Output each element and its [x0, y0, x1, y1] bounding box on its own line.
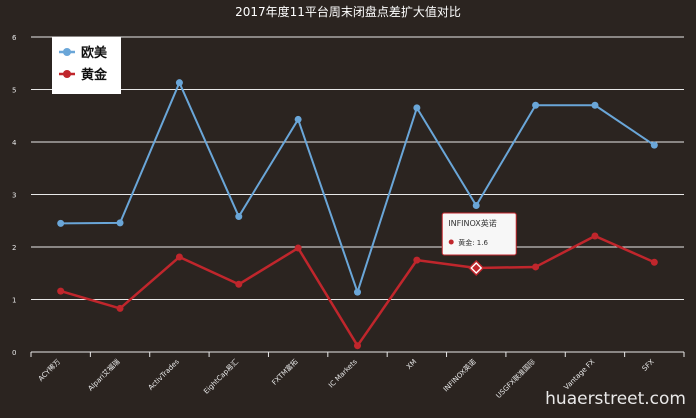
y-tick-label: 0 [12, 349, 16, 357]
data-point[interactable] [116, 304, 124, 312]
tooltip-value: 黄金: 1.6 [458, 238, 488, 247]
x-tick-label: EightCap易汇 [202, 358, 240, 396]
tooltip-box [441, 212, 517, 256]
data-point[interactable] [413, 256, 421, 264]
legend-marker-icon [63, 70, 71, 78]
data-point[interactable] [591, 101, 599, 109]
y-tick-label: 6 [12, 34, 17, 42]
x-tick-label: SFX [641, 358, 656, 373]
legend-item[interactable]: 欧美 [59, 45, 108, 61]
legend-box [52, 37, 121, 94]
grid-lines [31, 36, 684, 353]
data-point[interactable] [294, 244, 302, 252]
watermark: huaerstreet.com [545, 389, 686, 409]
legend-label: 黄金 [81, 67, 108, 83]
x-tick-label: XM [405, 358, 418, 371]
data-point[interactable] [354, 342, 361, 350]
highlight-marker-core [472, 264, 481, 272]
data-point[interactable] [57, 219, 65, 227]
series-layer [57, 79, 658, 350]
chart-title: 2017年度11平台周末闭盘点差扩大值对比 [235, 4, 461, 19]
data-point[interactable] [235, 280, 243, 288]
y-axis-ticks: 0 1 2 3 4 5 6 [12, 34, 17, 357]
series-eurusd [57, 79, 658, 296]
data-point[interactable] [294, 115, 302, 123]
x-tick-label: IC Markets [327, 358, 359, 390]
x-tick-label: FXTM富拓 [270, 357, 300, 387]
data-point[interactable] [591, 232, 599, 240]
x-tick-label: ActivTrades [147, 358, 181, 392]
y-tick-label: 5 [12, 87, 16, 95]
x-tick-label: INFINOX英诺 [441, 357, 477, 393]
data-point[interactable] [235, 213, 243, 221]
y-tick-label: 4 [12, 139, 17, 147]
x-tick-label: Vantage FX [563, 358, 597, 392]
data-point[interactable] [175, 79, 183, 87]
tooltip-dot-icon [448, 239, 454, 245]
y-tick-label: 1 [12, 297, 16, 305]
y-tick-label: 2 [12, 244, 16, 252]
data-point[interactable] [650, 141, 658, 149]
x-tick-label: ACY稀万 [36, 357, 62, 383]
x-tick-label: USGFX联准国际 [494, 357, 537, 400]
data-point[interactable] [57, 287, 65, 295]
data-point[interactable] [354, 288, 361, 296]
data-point[interactable] [532, 263, 540, 271]
data-point[interactable] [650, 258, 658, 266]
data-point[interactable] [472, 202, 480, 210]
data-point[interactable] [413, 104, 421, 112]
x-tick-label: Alpari艾福瑞 [86, 357, 122, 393]
series-line [60, 81, 655, 294]
tooltip-title: INFINOX英诺 [448, 218, 497, 228]
y-tick-label: 3 [12, 192, 16, 200]
data-point[interactable] [175, 253, 183, 261]
data-point[interactable] [532, 101, 540, 109]
legend-label: 欧美 [81, 45, 108, 61]
data-point[interactable] [116, 219, 124, 227]
legend-marker-icon [63, 48, 71, 56]
legend-item[interactable]: 黄金 [59, 67, 108, 83]
